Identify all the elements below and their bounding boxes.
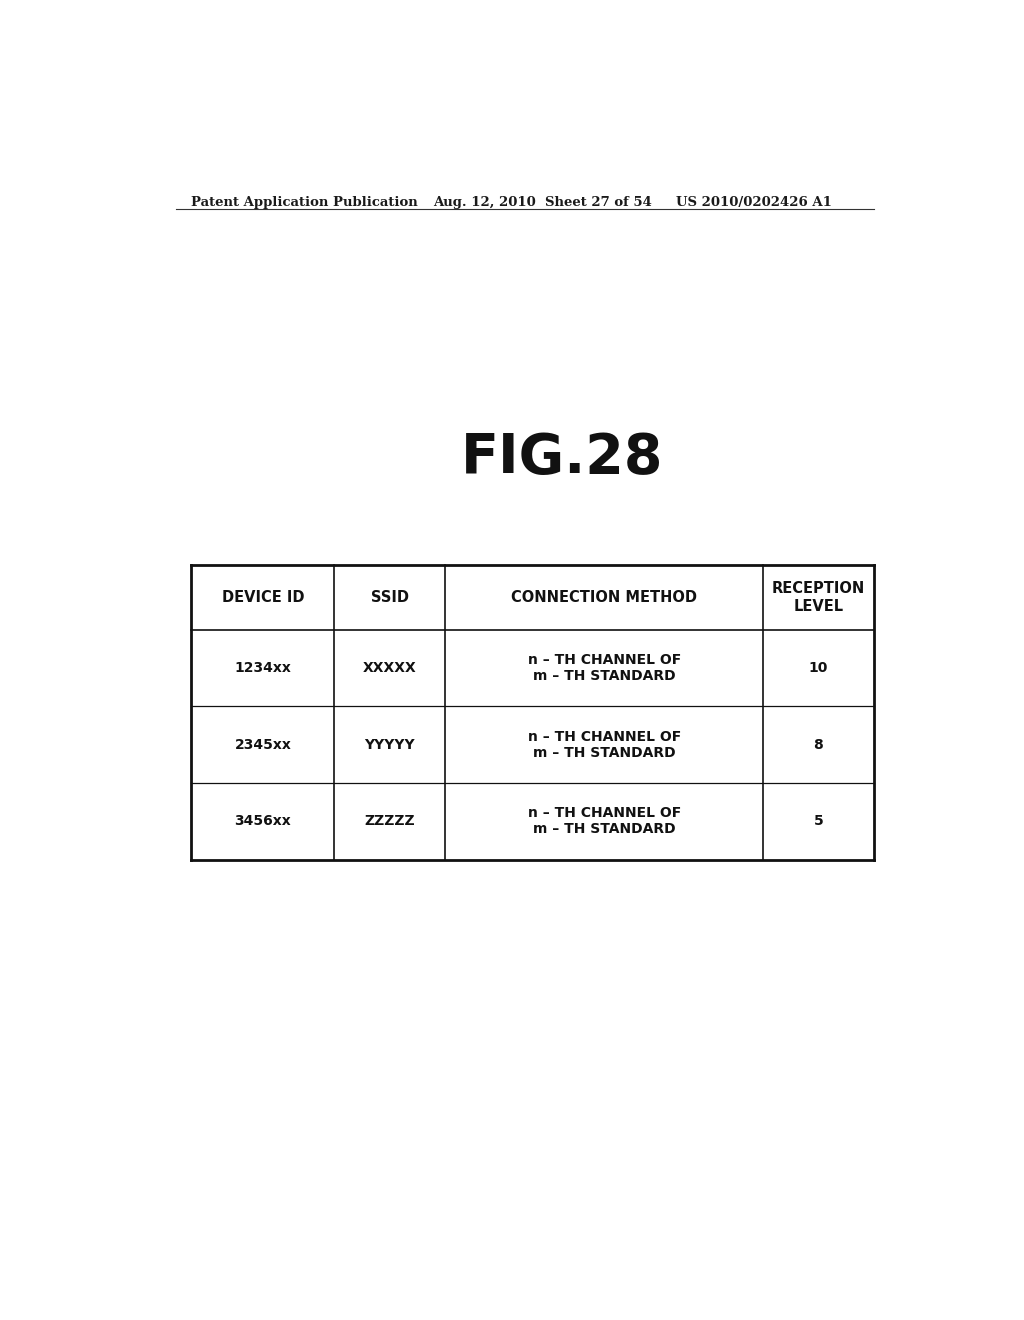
Text: FIG.28: FIG.28 bbox=[461, 432, 664, 486]
Text: 1234xx: 1234xx bbox=[234, 661, 292, 675]
Text: 10: 10 bbox=[809, 661, 828, 675]
Text: Patent Application Publication: Patent Application Publication bbox=[191, 195, 418, 209]
Text: CONNECTION METHOD: CONNECTION METHOD bbox=[511, 590, 697, 605]
Text: DEVICE ID: DEVICE ID bbox=[221, 590, 304, 605]
Text: ZZZZZ: ZZZZZ bbox=[365, 814, 415, 829]
Text: 3456xx: 3456xx bbox=[234, 814, 291, 829]
Text: n – TH CHANNEL OF
m – TH STANDARD: n – TH CHANNEL OF m – TH STANDARD bbox=[527, 730, 681, 760]
Text: RECEPTION
LEVEL: RECEPTION LEVEL bbox=[772, 581, 865, 614]
Text: n – TH CHANNEL OF
m – TH STANDARD: n – TH CHANNEL OF m – TH STANDARD bbox=[527, 653, 681, 684]
Text: SSID: SSID bbox=[371, 590, 409, 605]
Text: XXXXX: XXXXX bbox=[364, 661, 417, 675]
Text: 8: 8 bbox=[813, 738, 823, 752]
Text: US 2010/0202426 A1: US 2010/0202426 A1 bbox=[676, 195, 831, 209]
Text: 5: 5 bbox=[813, 814, 823, 829]
Text: Aug. 12, 2010  Sheet 27 of 54: Aug. 12, 2010 Sheet 27 of 54 bbox=[433, 195, 652, 209]
Text: YYYYY: YYYYY bbox=[365, 738, 415, 752]
Text: 2345xx: 2345xx bbox=[234, 738, 292, 752]
Text: n – TH CHANNEL OF
m – TH STANDARD: n – TH CHANNEL OF m – TH STANDARD bbox=[527, 807, 681, 837]
